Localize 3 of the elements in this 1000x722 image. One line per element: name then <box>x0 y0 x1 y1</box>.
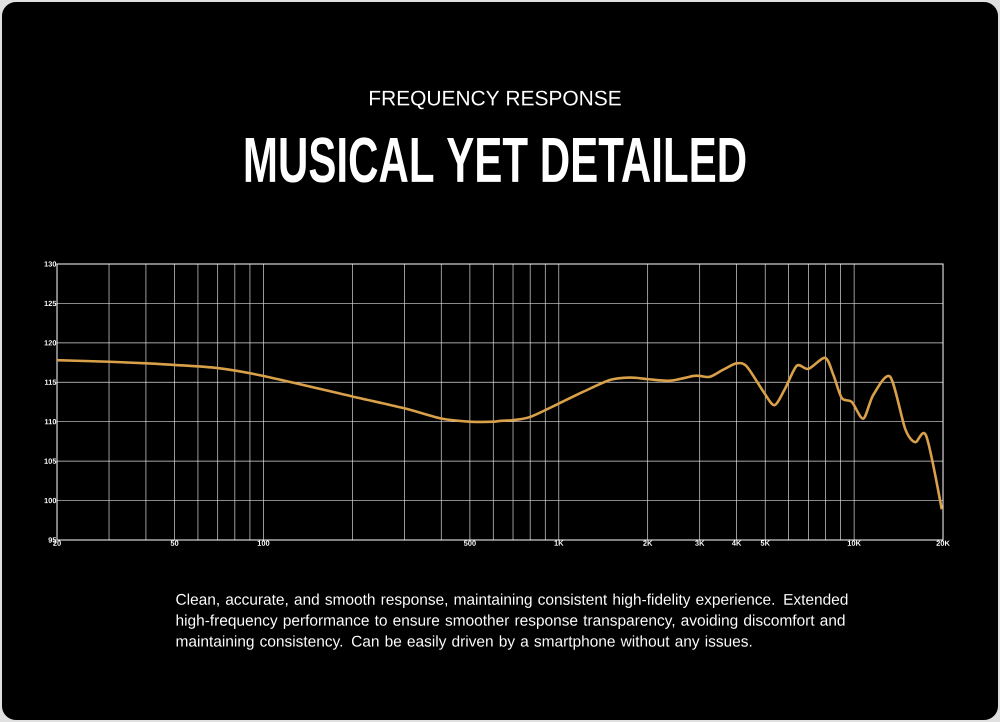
text: Clean, accurate, and smooth response, maintaining consistent high-fidelity experience. Extended high-frequency performance to ensure smoother response transparency, avoiding discomfort and maintaining consistency. Can be easily driven by a smartphone without any issues. <box>176 594 848 650</box>
chart-subtitle: FREQUENCY RESPONSE <box>370 90 621 110</box>
chart-title: MUSICAL YET DETAILED <box>246 137 746 183</box>
